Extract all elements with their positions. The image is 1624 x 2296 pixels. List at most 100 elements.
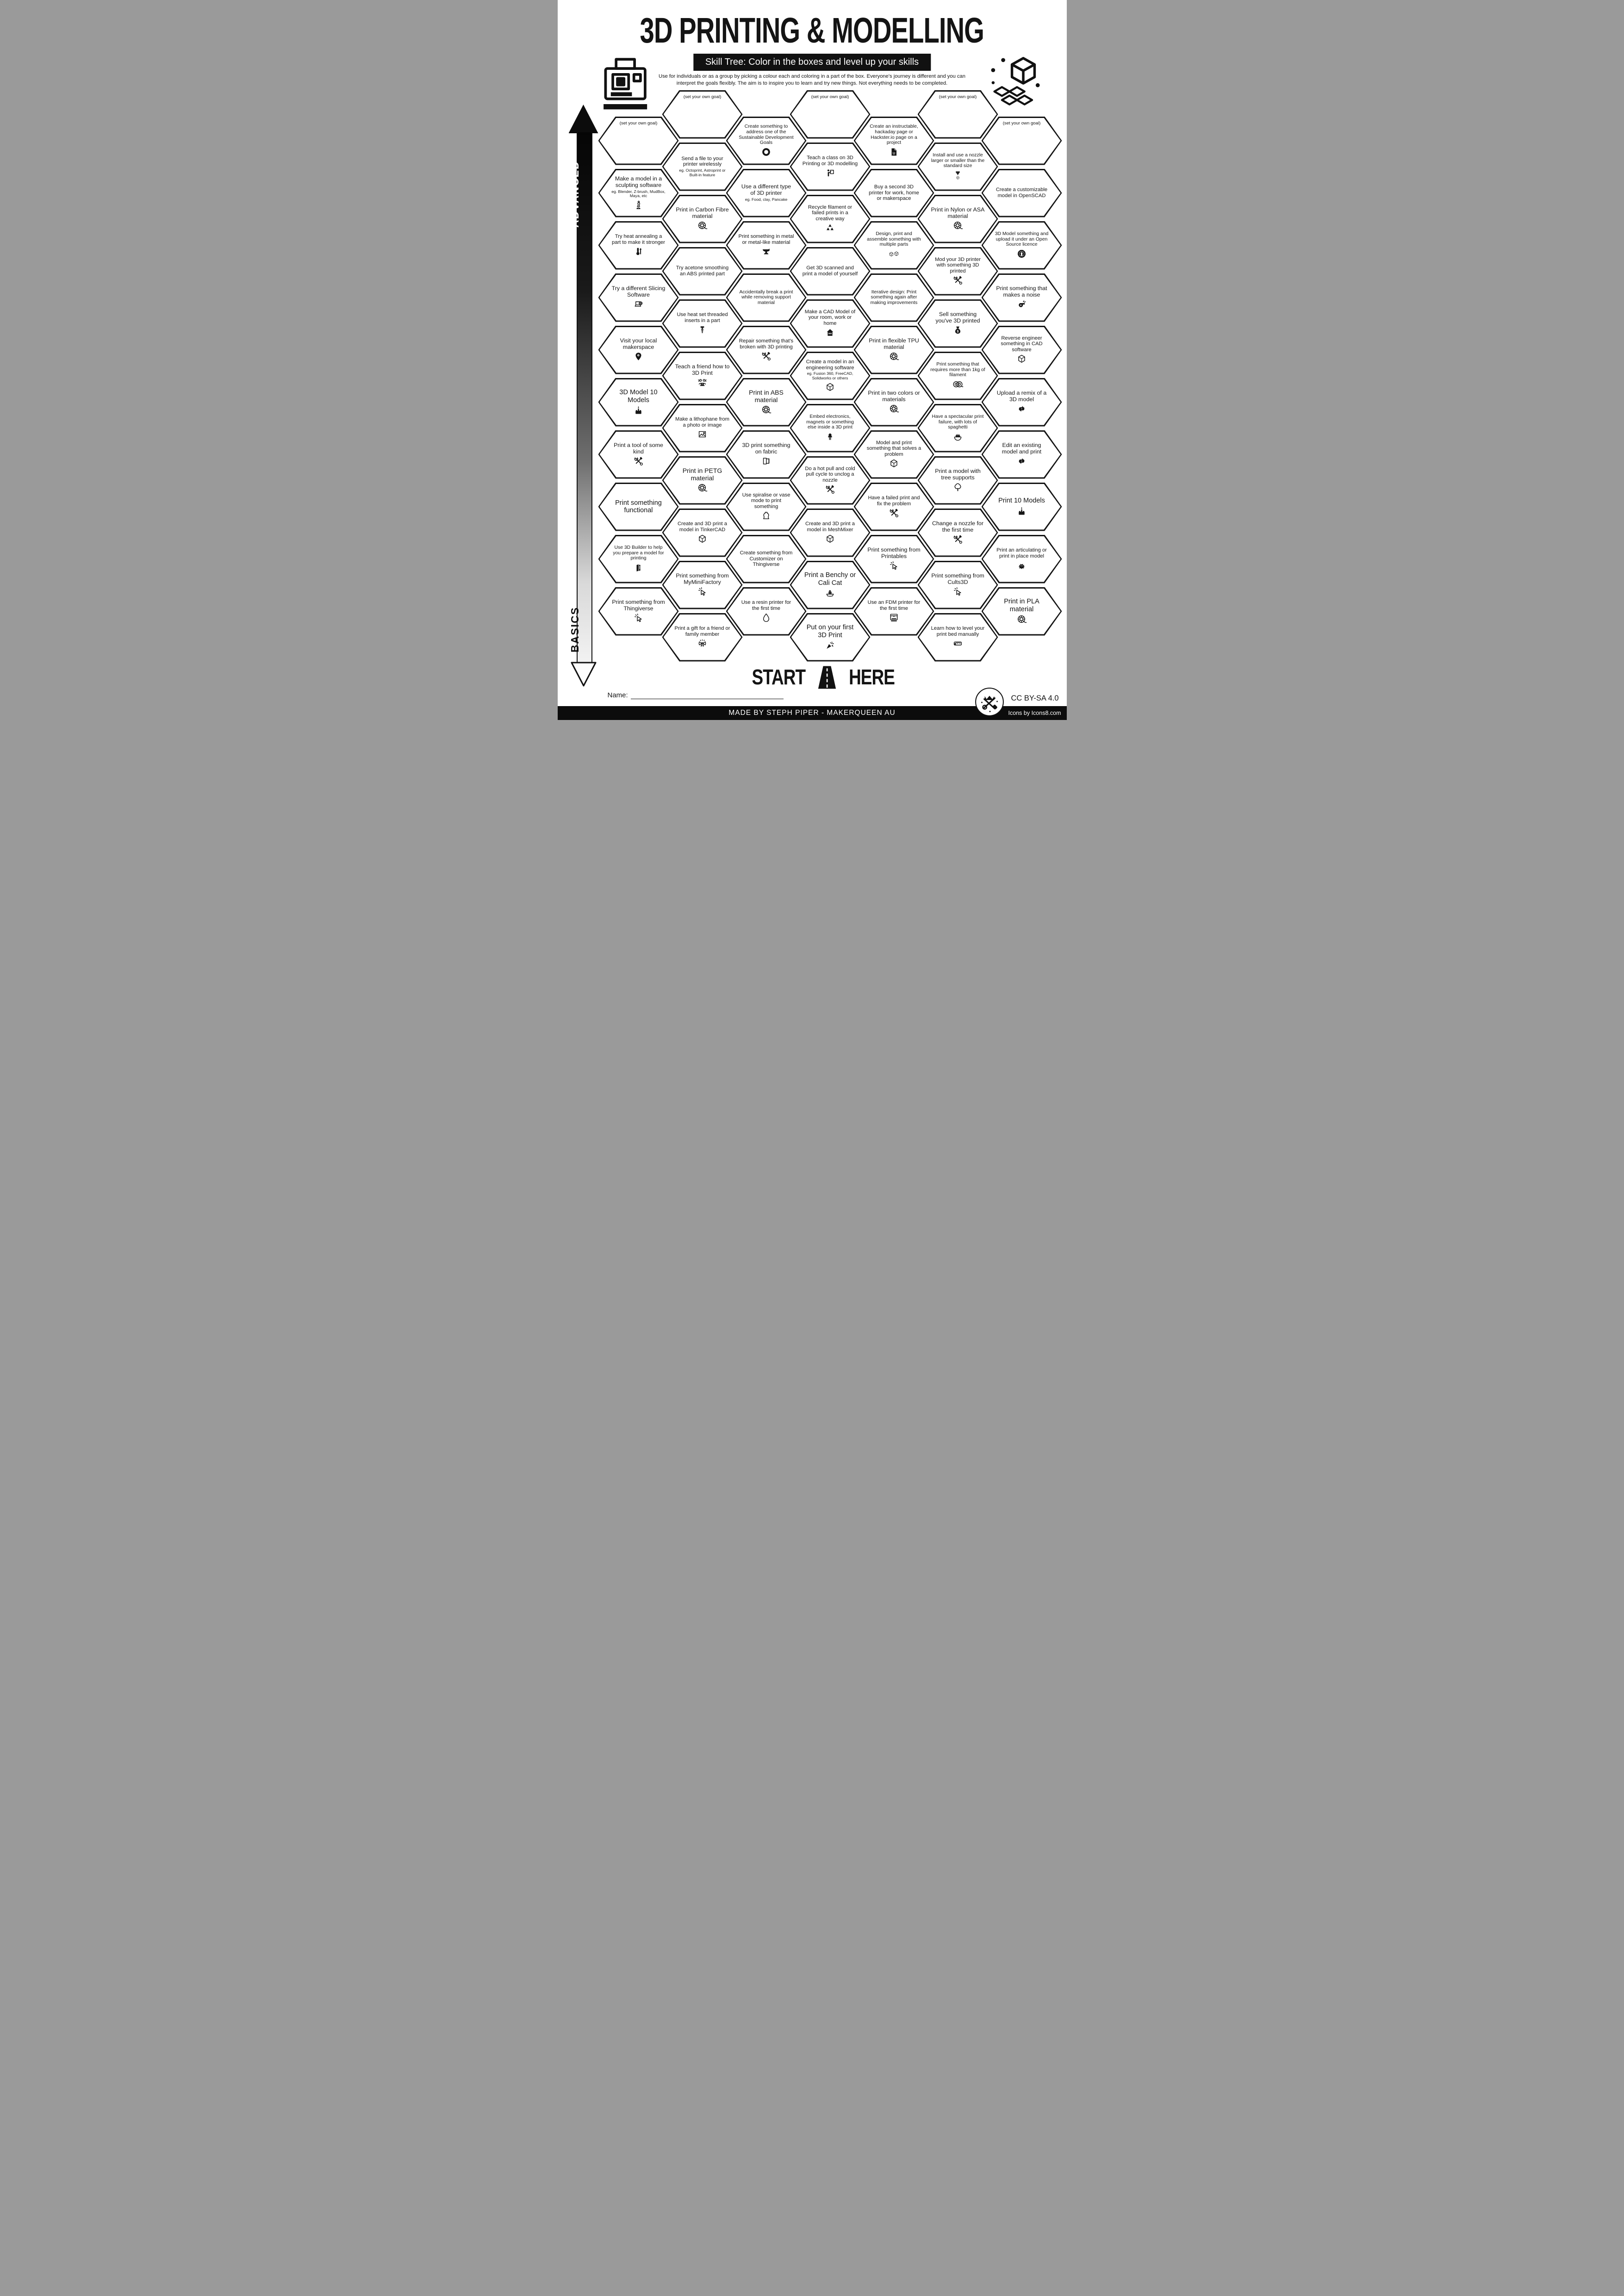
- filament-spool-icon: [697, 220, 708, 231]
- hex-content: Create and 3D print a model in TinkerCAD: [663, 509, 741, 556]
- presenter-icon: [824, 168, 836, 178]
- hex-label: Sell something you've 3D printed: [935, 310, 980, 324]
- hex-3d-print-something-on-fabric: 3D print something on fabric: [726, 430, 807, 479]
- hex-content: Print in flexible TPU material: [855, 327, 933, 373]
- hex-content: Accidentally break a print while removin…: [727, 274, 805, 321]
- hex-content: Recycle filament or failed prints in a c…: [791, 196, 869, 242]
- hex-content: Print something from Cults3D: [919, 562, 997, 608]
- filament-spool-icon: [760, 404, 772, 415]
- hex-label: 3D Model 10 Models: [619, 389, 658, 404]
- hex-content: Print in PLA material: [983, 588, 1061, 634]
- cursor-click-icon: [888, 560, 900, 571]
- intro-line-2: interpret the goals flexibly. The aim is…: [676, 81, 948, 87]
- hex-content: Have a failed print and fix the problem: [855, 484, 933, 530]
- cube-icon: [888, 458, 900, 469]
- hex-content: Print in ABS material: [727, 379, 805, 425]
- hex-label: Put on your first 3D Print: [806, 624, 854, 639]
- hex-label: Recycle filament or failed prints in a c…: [808, 204, 852, 222]
- teach-friend-icon: [697, 377, 708, 388]
- hex-label: Do a hot pull and cold pull cycle to unc…: [805, 465, 855, 483]
- hex-label: Create something to address one of the S…: [739, 124, 794, 146]
- hex-content: Print an articulating or print in place …: [983, 536, 1061, 582]
- hex-label: Try heat annealing a part to make it str…: [611, 233, 666, 245]
- tools-icon: [888, 508, 900, 518]
- hex-content: Make a CAD Model of your room, work or h…: [791, 300, 869, 347]
- filament-spool-icon: [888, 351, 900, 362]
- hex-print-a-gift-for-a-friend-or-family-member: Print a gift for a friend or family memb…: [662, 613, 743, 662]
- hex-label: Make a CAD Model of your room, work or h…: [804, 309, 856, 326]
- makerqueen-logo: [975, 688, 1004, 716]
- nozzle-icon: [952, 170, 964, 180]
- whistle-icon: [1016, 299, 1027, 310]
- hex-content: Print a gift for a friend or family memb…: [663, 614, 741, 660]
- hex-3d-model-10-models: 3D Model 10 Models: [598, 378, 679, 427]
- hex-content: Edit an existing model and print: [983, 431, 1061, 478]
- hex-create-and-3d-print-a-model-in-tinkercad: Create and 3D print a model in TinkerCAD: [662, 508, 743, 557]
- hex-have-a-spectacular-print-failure-with-lots: Have a spectacular print failure, with l…: [917, 403, 998, 453]
- hex-label: 3D print something on fabric: [742, 441, 790, 455]
- page-title: 3D PRINTING & MODELLING: [640, 11, 984, 51]
- hex-content: Use spiralise or vase mode to print some…: [727, 484, 805, 530]
- hex-content: Use a resin printer for the first time: [727, 588, 805, 634]
- cursor-click-icon: [952, 586, 964, 597]
- hex-content: Embed electronics, magnets or something …: [791, 405, 869, 451]
- hex-content: Do a hot pull and cold pull cycle to unc…: [791, 457, 869, 503]
- sdg-wheel-icon: [760, 147, 772, 157]
- hex-set-your-own-goal: (set your own goal): [917, 90, 998, 139]
- hex-label: Create a model in an engineering softwar…: [806, 359, 854, 371]
- hex-label: Print a tool of some kind: [614, 441, 663, 455]
- hex-content: Print something functional: [599, 484, 678, 530]
- start-label: START: [752, 665, 806, 689]
- hex-label: Print a Benchy or Cali Cat: [804, 571, 856, 587]
- hex-try-a-different-slicing-software: Try a different Slicing Software: [598, 273, 679, 322]
- hex-label: Send a file to your printer wirelessly: [681, 155, 723, 168]
- hex-content: Make a lithophane from a photo or image: [663, 405, 741, 451]
- hex-content: Repair something that's broken with 3D p…: [727, 327, 805, 373]
- hex-sublabel: eg. Blender, Z-brush, MudBox, Maya, etc: [611, 189, 666, 199]
- hex-label: Mod your 3D printer with something 3D pr…: [935, 256, 981, 274]
- hex-print-something-from-cults3d: Print something from Cults3D: [917, 560, 998, 609]
- hex-content: Print something that requires more than …: [919, 353, 997, 399]
- hex-print-in-flexible-tpu-material: Print in flexible TPU material: [853, 325, 934, 374]
- hex-content: Design, print and assemble something wit…: [855, 222, 933, 268]
- hex-print-something-functional: Print something functional: [598, 482, 679, 531]
- laptop-gear-icon: [633, 299, 644, 310]
- hex-content: Install and use a nozzle larger or small…: [919, 143, 997, 190]
- basics-arrow-head: [571, 662, 596, 687]
- hex-set-your-own-goal: (set your own goal): [662, 90, 743, 139]
- hex-content: Get 3D scanned and print a model of your…: [791, 248, 869, 294]
- hex-create-something-to-address-one-of-the-sus: Create something to address one of the S…: [726, 116, 807, 165]
- hex-print-a-tool-of-some-kind: Print a tool of some kind: [598, 430, 679, 479]
- hex-sublabel: eg. Food, clay, Pancake: [745, 197, 788, 202]
- cursor-click-icon: [633, 613, 644, 623]
- hex-print-something-from-myminifactory: Print something from MyMiniFactory: [662, 560, 743, 609]
- hex-mod-your-3d-printer-with-something-3d-prin: Mod your 3D printer with something 3D pr…: [917, 247, 998, 296]
- hex-teach-a-friend-how-to-3d-print: Teach a friend how to 3D Print: [662, 351, 743, 400]
- hex-print-10-models: Print 10 Models: [981, 482, 1062, 531]
- hex-content: 3D Model something and upload it under a…: [983, 222, 1061, 268]
- hex-content: Use 3D Builder to help you prepare a mod…: [599, 536, 678, 582]
- hex-label: Edit an existing model and print: [1002, 441, 1042, 455]
- hex-label: Print something from Thingiverse: [612, 598, 665, 612]
- hex-label: Print in ABS material: [749, 388, 784, 403]
- hex-content: Use a different type of 3D printer eg. Fo…: [727, 170, 805, 216]
- cube-icon: [697, 534, 708, 544]
- name-rule: [630, 692, 784, 699]
- hex-content: Print in PETG material: [663, 457, 741, 503]
- hex-content: Try a different Slicing Software: [599, 274, 678, 321]
- hex-content: (set your own goal): [919, 91, 997, 137]
- benchy-icon: [824, 588, 836, 598]
- hex-design-print-and-assemble-something-with-m: Design, print and assemble something wit…: [853, 221, 934, 270]
- hex-content: Print something from Printables: [855, 536, 933, 582]
- tree-icon: [952, 482, 964, 492]
- ruler-icon: [952, 638, 964, 649]
- hex-label: Reverse engineer something in CAD softwa…: [1001, 335, 1043, 353]
- hex-label: Use heat set threaded inserts in a part: [677, 311, 728, 323]
- hex-content: 3D Model 10 Models: [599, 379, 678, 425]
- hex-learn-how-to-level-your-print-bed-manually: Learn how to level your print bed manual…: [917, 613, 998, 662]
- money-bag-icon: [952, 325, 964, 335]
- hex-print-in-pla-material: Print in PLA material: [981, 587, 1062, 636]
- hex-label: Print a model with tree supports: [935, 467, 981, 481]
- printer-logo-icon: [603, 58, 647, 110]
- hex-sublabel: eg. Fusion 360, FreeCAD, Solidworks or o…: [807, 371, 853, 381]
